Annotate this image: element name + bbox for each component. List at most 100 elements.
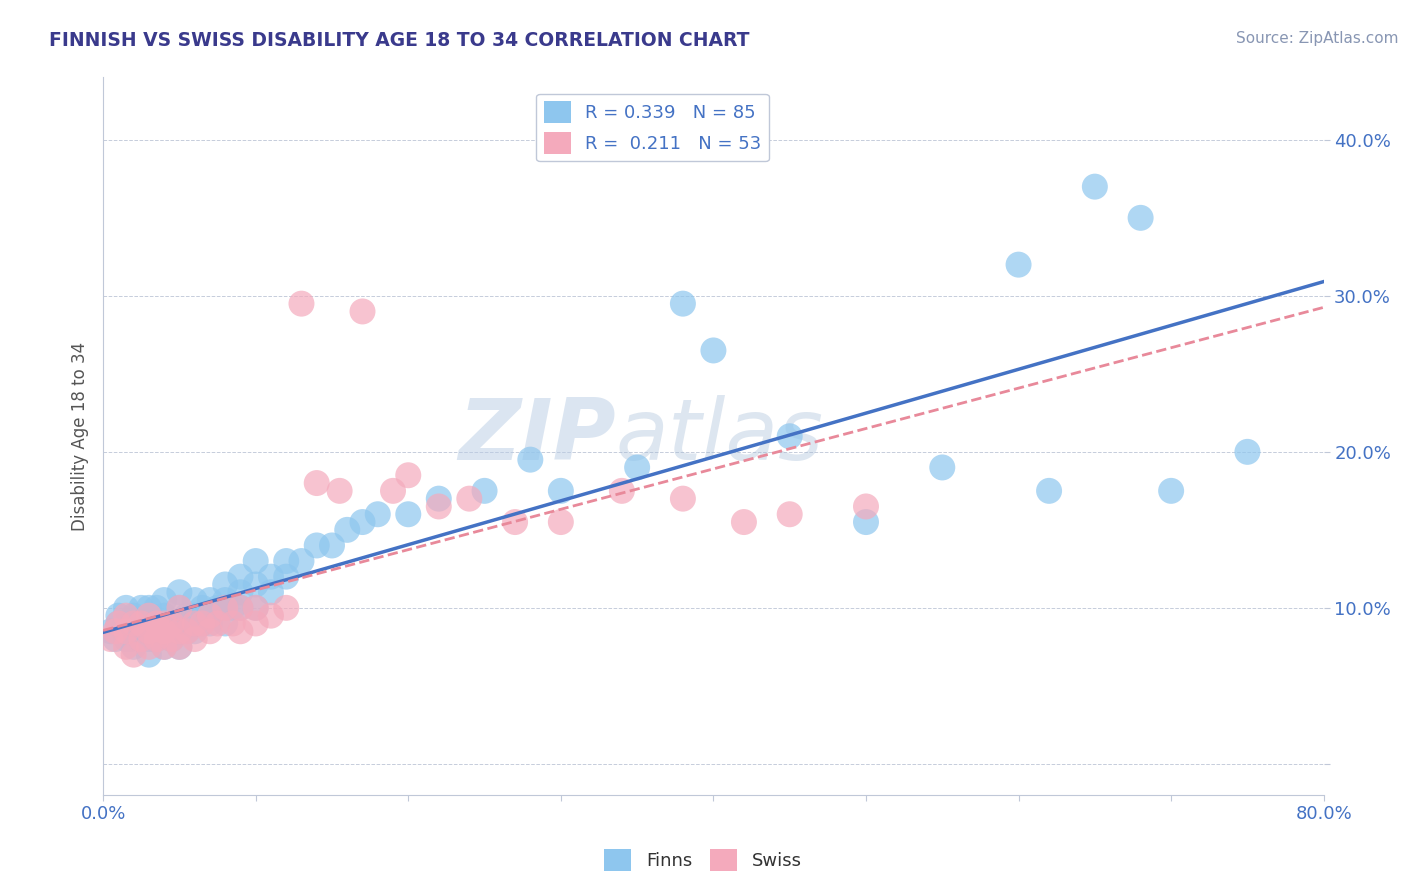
Point xyxy=(129,632,152,646)
Point xyxy=(260,608,283,623)
Point xyxy=(191,600,214,615)
Text: FINNISH VS SWISS DISABILITY AGE 18 TO 34 CORRELATION CHART: FINNISH VS SWISS DISABILITY AGE 18 TO 34… xyxy=(49,31,749,50)
Point xyxy=(1038,483,1060,498)
Point xyxy=(352,304,374,318)
Point xyxy=(100,632,122,646)
Point xyxy=(145,616,167,631)
Point xyxy=(115,616,138,631)
Text: Source: ZipAtlas.com: Source: ZipAtlas.com xyxy=(1236,31,1399,46)
Point xyxy=(176,624,198,639)
Point xyxy=(176,608,198,623)
Point xyxy=(222,616,245,631)
Point xyxy=(245,600,267,615)
Point xyxy=(290,296,312,310)
Legend: R = 0.339   N = 85, R =  0.211   N = 53: R = 0.339 N = 85, R = 0.211 N = 53 xyxy=(536,94,769,161)
Point xyxy=(245,600,267,615)
Point xyxy=(198,593,221,607)
Legend: Finns, Swiss: Finns, Swiss xyxy=(598,842,808,879)
Point xyxy=(550,515,572,529)
Point xyxy=(110,624,132,639)
Point xyxy=(382,483,405,498)
Point xyxy=(104,632,127,646)
Point xyxy=(191,616,214,631)
Point xyxy=(138,624,160,639)
Point xyxy=(396,468,419,483)
Point xyxy=(107,616,129,631)
Point xyxy=(145,600,167,615)
Point xyxy=(733,515,755,529)
Point xyxy=(183,608,205,623)
Text: atlas: atlas xyxy=(616,395,824,478)
Point xyxy=(222,600,245,615)
Point xyxy=(321,538,343,552)
Point xyxy=(198,608,221,623)
Point xyxy=(329,483,352,498)
Point xyxy=(104,624,127,639)
Y-axis label: Disability Age 18 to 34: Disability Age 18 to 34 xyxy=(72,342,89,531)
Point xyxy=(129,632,152,646)
Point xyxy=(138,616,160,631)
Point xyxy=(153,608,176,623)
Point xyxy=(183,593,205,607)
Point xyxy=(290,554,312,568)
Point xyxy=(169,600,191,615)
Text: ZIP: ZIP xyxy=(458,395,616,478)
Point xyxy=(367,508,389,522)
Point xyxy=(672,491,695,506)
Point xyxy=(276,569,298,583)
Point xyxy=(229,624,252,639)
Point xyxy=(245,577,267,591)
Point xyxy=(245,554,267,568)
Point xyxy=(207,600,229,615)
Point xyxy=(779,508,801,522)
Point xyxy=(115,632,138,646)
Point xyxy=(153,616,176,631)
Point xyxy=(153,624,176,639)
Point xyxy=(229,600,252,615)
Point xyxy=(169,624,191,639)
Point xyxy=(129,616,152,631)
Point xyxy=(198,624,221,639)
Point xyxy=(931,460,953,475)
Point xyxy=(229,585,252,599)
Point xyxy=(129,616,152,631)
Point xyxy=(122,640,145,654)
Point xyxy=(183,624,205,639)
Point xyxy=(115,640,138,654)
Point xyxy=(214,577,236,591)
Point xyxy=(427,491,450,506)
Point xyxy=(153,640,176,654)
Point xyxy=(145,632,167,646)
Point xyxy=(1160,483,1182,498)
Point xyxy=(198,608,221,623)
Point xyxy=(276,600,298,615)
Point xyxy=(107,616,129,631)
Point xyxy=(122,608,145,623)
Point xyxy=(245,616,267,631)
Point xyxy=(160,616,183,631)
Point xyxy=(626,460,648,475)
Point xyxy=(336,523,359,537)
Point xyxy=(153,640,176,654)
Point xyxy=(129,600,152,615)
Point xyxy=(138,608,160,623)
Point xyxy=(214,616,236,631)
Point xyxy=(855,515,877,529)
Point xyxy=(169,640,191,654)
Point xyxy=(138,600,160,615)
Point xyxy=(169,616,191,631)
Point xyxy=(115,624,138,639)
Point xyxy=(160,616,183,631)
Point xyxy=(169,624,191,639)
Point xyxy=(214,600,236,615)
Point xyxy=(183,632,205,646)
Point xyxy=(260,569,283,583)
Point xyxy=(153,624,176,639)
Point xyxy=(153,616,176,631)
Point xyxy=(779,429,801,443)
Point xyxy=(169,600,191,615)
Point xyxy=(458,491,481,506)
Point xyxy=(550,483,572,498)
Point xyxy=(260,585,283,599)
Point xyxy=(352,515,374,529)
